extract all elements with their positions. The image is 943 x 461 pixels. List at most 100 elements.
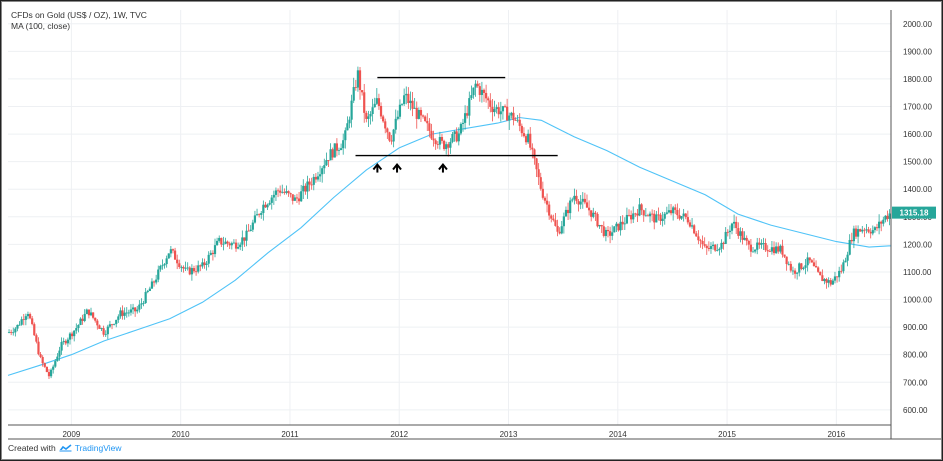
candle-body [772,247,776,254]
candle-body [867,229,870,232]
y-tick-label: 1100.00 [903,268,932,277]
candle-body [279,190,282,193]
candle-body [777,246,780,252]
candle-body [155,279,158,283]
candle-body [884,215,887,220]
candle-body [611,232,614,236]
candle-body [415,107,418,119]
candle-body [52,366,55,370]
candle-body [287,191,290,194]
y-tick-label: 900.00 [903,323,928,332]
candle-body [741,231,744,240]
candle-body [104,334,107,336]
candle-body [619,221,622,231]
candle-body [400,103,404,105]
candle-body [770,247,774,252]
candle-body [228,243,231,246]
candle-body [407,93,410,104]
candle-body [457,133,460,142]
candle-body [106,326,109,335]
candle-body [409,100,412,104]
candle-body [535,158,538,170]
candle-body [419,109,423,116]
candle-body [489,100,492,107]
candle-body [644,215,647,217]
candle-body [541,188,544,198]
candle-body [842,262,845,272]
candle-body [182,266,185,269]
candle-body [152,281,156,283]
candle-body [354,87,357,88]
candle-body [115,319,118,324]
candle-body [268,202,271,205]
candle-body [434,140,437,145]
candle-body [216,240,219,246]
candle-body [56,356,59,362]
candle-body [75,328,78,331]
candle-body [348,119,351,124]
candle-body [140,303,143,305]
annotations [355,76,558,173]
candle-body [880,221,883,224]
candle-body [92,312,95,318]
candle-body [737,228,740,236]
candle-body [232,242,236,244]
candle-body [577,201,580,205]
candle-body [346,123,349,131]
candle-body [209,252,212,255]
candle-body [798,263,801,273]
candle-body [333,143,336,158]
candle-body [688,222,692,227]
candle-body [96,320,99,326]
candle-body [573,195,576,200]
candle-body [699,240,702,242]
candle-body [363,92,366,113]
candle-body [449,141,452,148]
x-tick-label: 2009 [62,430,80,439]
candle-body [199,265,202,267]
candle-body [194,271,198,273]
candle-body [384,121,387,129]
candle-body [735,221,738,229]
candle-body [833,276,837,281]
candle-body [438,137,441,145]
candle-body [720,242,723,249]
candle-body [609,231,612,236]
candle-body [119,310,122,317]
candle-body [791,270,795,272]
candle-body [58,350,61,357]
candle-body [398,104,402,117]
candle-body [186,267,189,269]
candle-body [73,330,76,337]
candle-body [669,210,673,214]
candle-body [241,237,244,245]
candle-body [447,144,450,148]
candle-body [10,332,13,333]
candle-body [506,106,509,121]
candle-body [886,215,889,219]
candle-body [495,107,498,110]
candle-body [245,230,248,241]
candle-body [840,270,843,272]
candle-body [350,100,353,120]
candle-body [831,280,834,285]
candle-body [852,228,855,242]
candle-body [243,237,246,241]
tradingview-brand[interactable]: TradingView [59,443,122,453]
footer: Created with TradingView [8,443,122,453]
candle-body [270,197,273,203]
y-tick-label: 2000.00 [903,20,932,29]
candle-body [762,243,765,244]
candle-body [543,197,547,201]
candle-body [37,341,40,355]
candle-body [480,89,484,95]
candle-body [316,176,320,180]
candle-body [178,263,181,267]
candle-body [289,193,292,195]
candle-body [766,250,769,252]
candle-body [157,269,160,280]
candle-body [686,217,689,223]
candle-body [516,119,519,121]
candle-body [440,137,444,141]
